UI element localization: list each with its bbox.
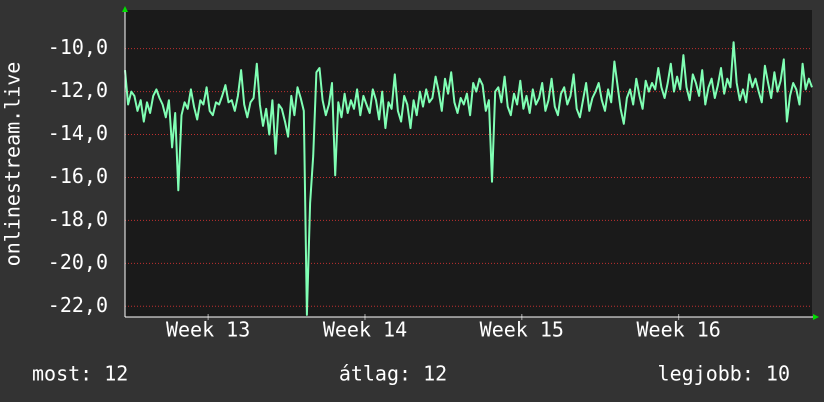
y-tick-label: -20,0: [48, 250, 108, 274]
plot-area: [125, 10, 812, 317]
y-axis-label: onlinestream.live: [1, 62, 25, 267]
x-tick-label: Week 16: [637, 318, 721, 342]
stat-current: most: 12: [32, 362, 128, 386]
y-tick-label: -18,0: [48, 207, 108, 231]
y-tick-label: -12,0: [48, 78, 108, 102]
x-tick-label: Week 15: [480, 318, 564, 342]
x-tick-label: Week 13: [166, 318, 250, 342]
stat-average: átlag: 12: [339, 362, 447, 386]
marks: [124, 41, 813, 316]
y-tick-label: -14,0: [48, 121, 108, 145]
y-tick-label: -10,0: [48, 35, 108, 59]
y-axis-arrow: [122, 6, 128, 12]
stat-max: legjobb: 10: [658, 362, 790, 386]
x-axis-arrow: [813, 314, 819, 320]
y-tick-label: -16,0: [48, 164, 108, 188]
x-tick-label: Week 14: [323, 318, 407, 342]
series-line: [124, 41, 813, 316]
y-tick-label: -22,0: [48, 293, 108, 317]
grid: [125, 48, 812, 320]
